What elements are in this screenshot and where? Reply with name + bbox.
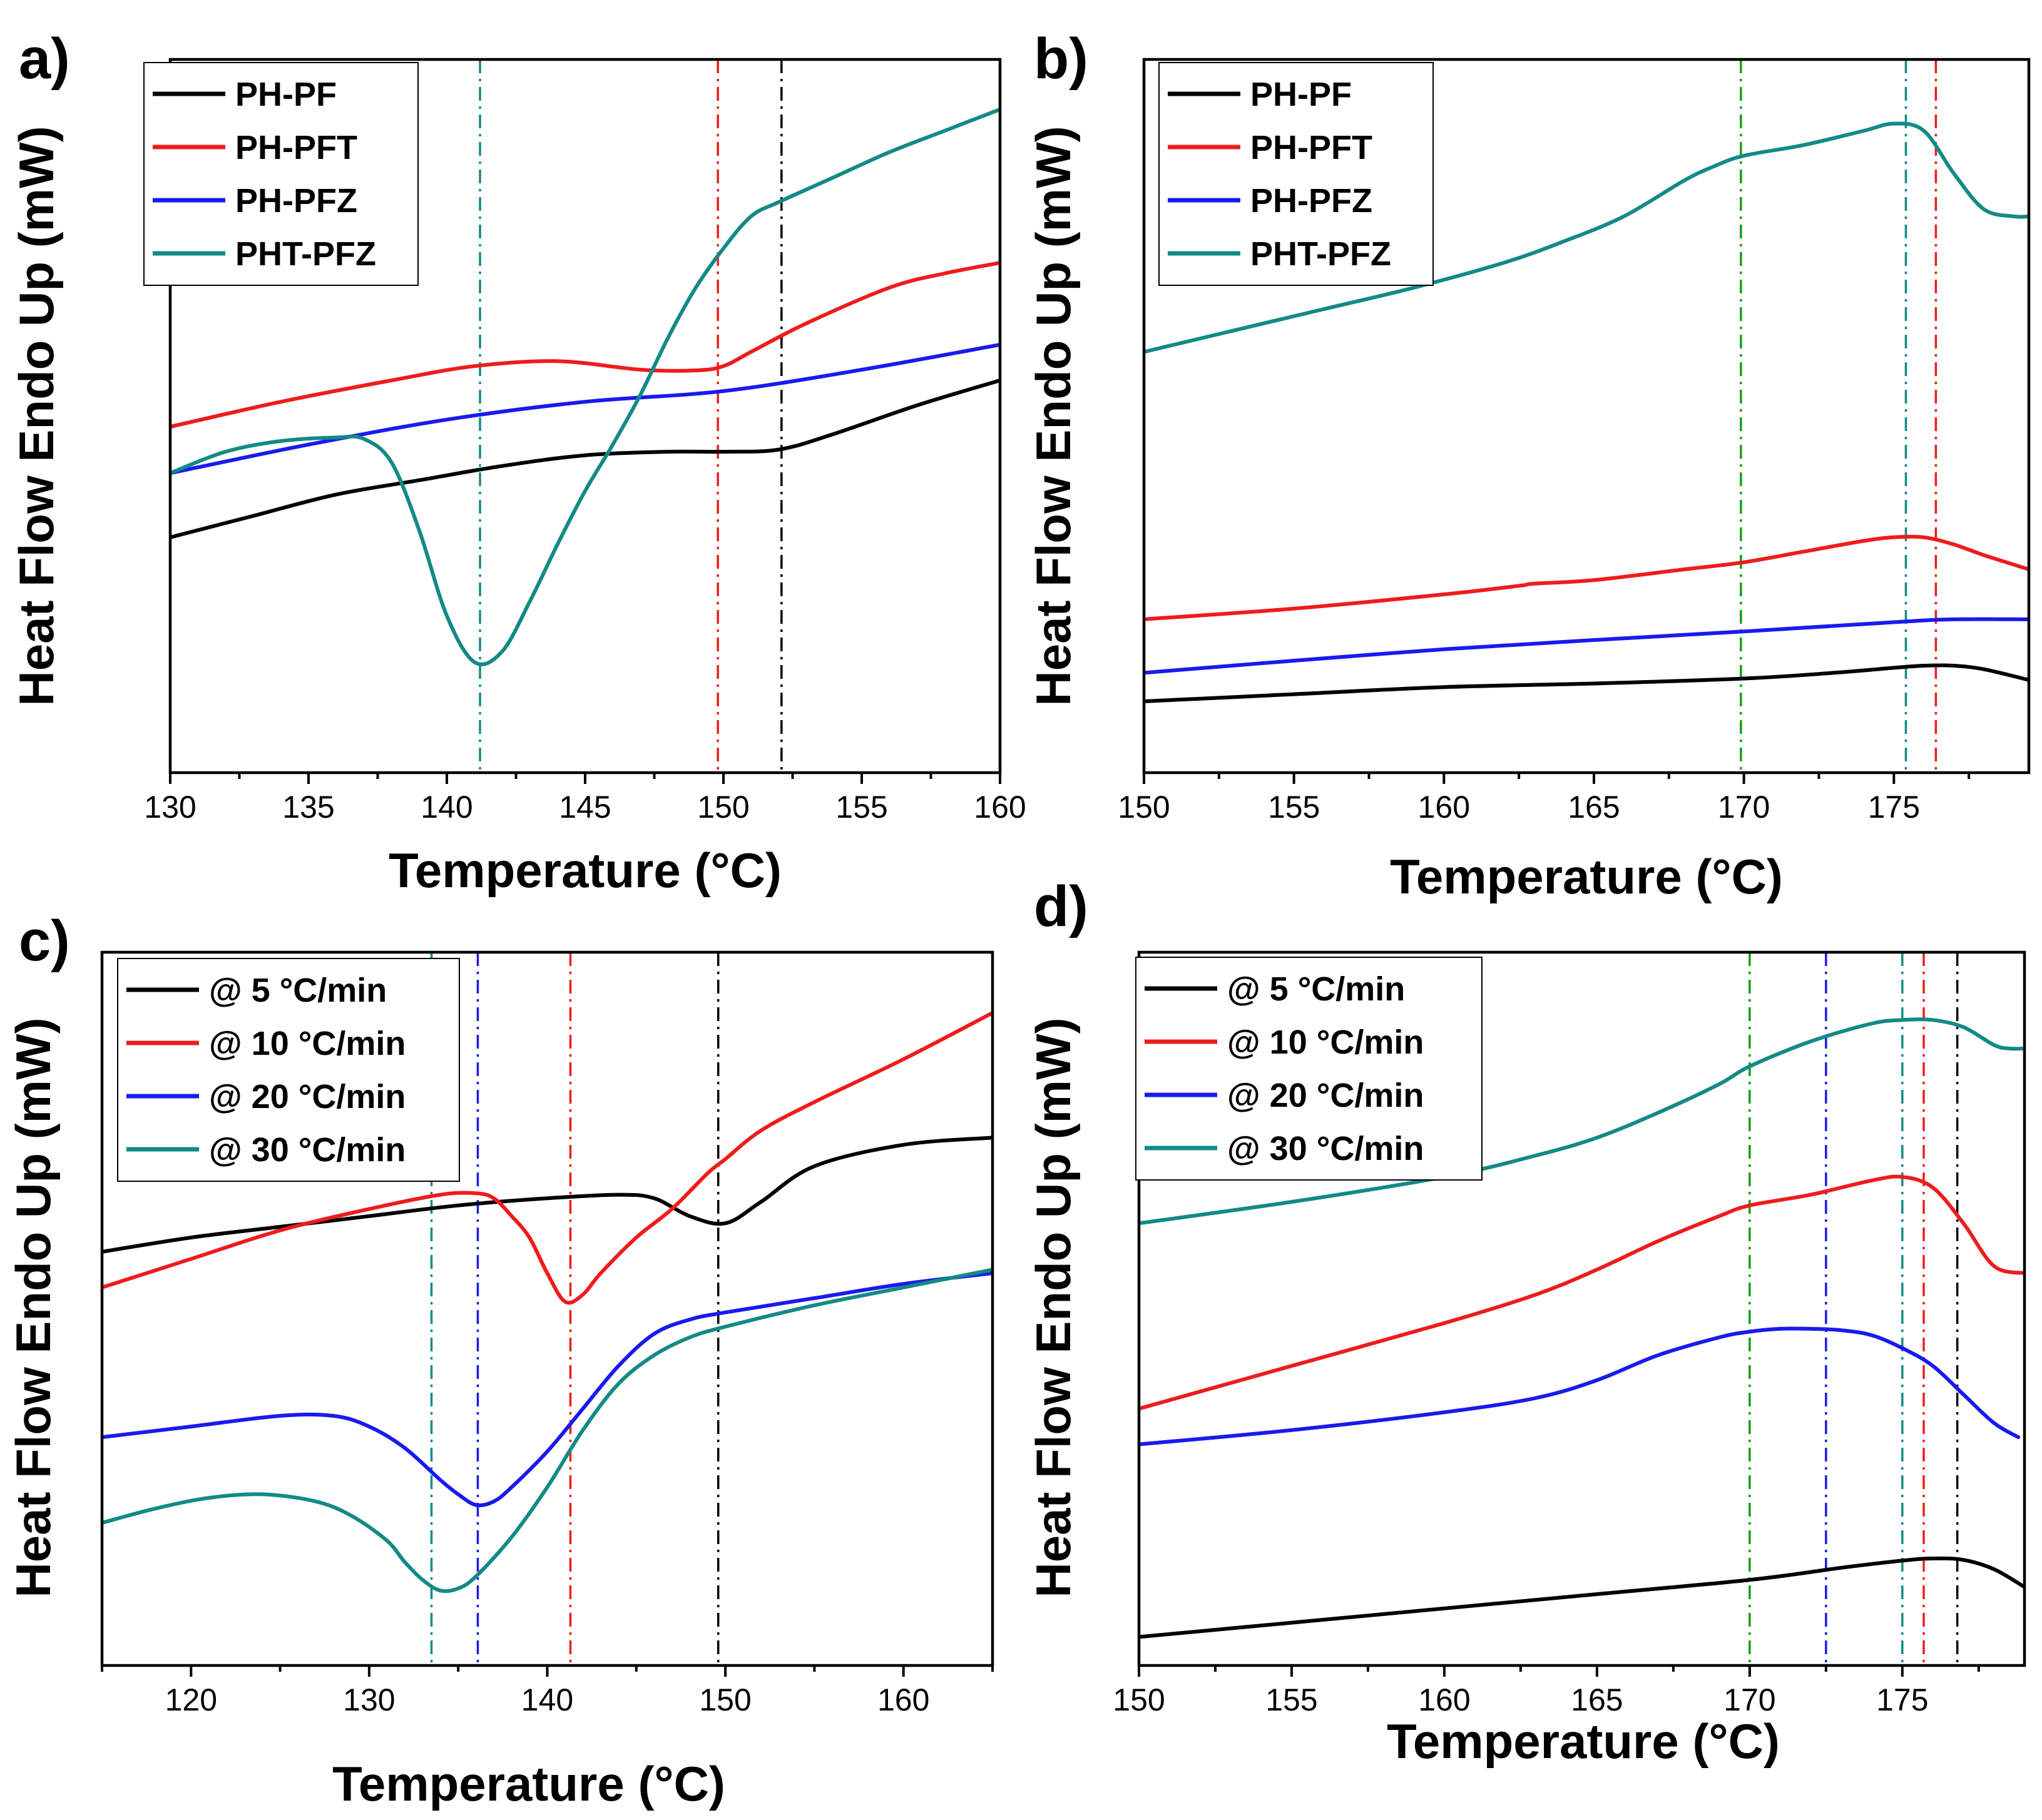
x-tick-label: 150: [697, 790, 749, 825]
series-line: [1144, 534, 2029, 621]
series-line: [102, 1271, 993, 1508]
x-tick-label: 130: [343, 1682, 395, 1717]
panel-a: a) 130 135 140 145 150 155 160 Temperature (°C) H…: [9, 27, 1026, 898]
x-tick-label: 175: [1868, 790, 1920, 825]
legend-box: [117, 958, 460, 1182]
legend-label: PH-PFZ: [235, 182, 357, 220]
legend-box: [143, 62, 419, 286]
x-tick-label: 145: [559, 790, 611, 825]
legend-label: @ 10 °C/min: [1227, 1024, 1424, 1061]
legend-label: PH-PFZ: [1250, 182, 1372, 220]
panel-c: c) 120 130 140 150 160 Temperature (°C) Heat Fl…: [6, 909, 994, 1811]
x-tick-label: 165: [1568, 790, 1620, 825]
x-tick-label: 130: [144, 790, 196, 825]
series-line: [1144, 663, 2029, 703]
x-axis-title: Temperature (°C): [1390, 849, 1783, 904]
panel-label: b): [1034, 27, 1088, 91]
panel-d: d) 150 155 160 165 170 175 Temperature (°C) Heat…: [1026, 875, 2026, 1769]
legend-label: PHT-PFZ: [1250, 235, 1391, 273]
y-axis-title: Heat Flow Endo Up (mW): [1026, 126, 1081, 706]
x-tick-label: 120: [165, 1682, 217, 1717]
legend-label: PHT-PFZ: [235, 235, 376, 273]
x-tick-label: 155: [1265, 1682, 1317, 1717]
x-tick-label: 135: [282, 790, 334, 825]
series-line: [170, 379, 1000, 539]
x-tick-label: 165: [1571, 1682, 1623, 1717]
legend-label: PH-PF: [1250, 76, 1352, 113]
panel-label: d): [1034, 875, 1088, 938]
x-tick-label: 155: [835, 790, 887, 825]
plot-frame: [1142, 58, 2031, 775]
x-tick-label: 160: [877, 1682, 929, 1717]
legend-label: PH-PF: [235, 76, 337, 113]
y-axis-title: Heat Flow Endo Up (mW): [6, 1017, 61, 1597]
plot-frame: [1137, 950, 2026, 1667]
legend-box: [1135, 957, 1483, 1181]
x-tick-label: 160: [1418, 1682, 1470, 1717]
x-tick-label: 150: [1118, 790, 1170, 825]
legend-label: @ 5 °C/min: [209, 972, 387, 1009]
legend-label: @ 30 °C/min: [1227, 1130, 1424, 1167]
legend-box: [1158, 62, 1434, 286]
y-axis-title: Heat Flow Endo Up (mW): [9, 126, 64, 706]
x-tick-label: 155: [1268, 790, 1320, 825]
legend-label: @ 20 °C/min: [1227, 1077, 1424, 1114]
series-line: [1139, 1326, 2021, 1446]
x-axis-title: Temperature (°C): [389, 843, 782, 898]
x-axis-title: Temperature (°C): [1387, 1714, 1780, 1769]
series-line: [102, 1136, 993, 1254]
x-tick-label: 140: [421, 790, 472, 825]
x-tick-label: 140: [521, 1682, 573, 1717]
x-tick-label: 160: [1418, 790, 1470, 825]
series-line: [170, 260, 1000, 429]
legend-label: @ 10 °C/min: [209, 1025, 406, 1062]
series-line: [1139, 1174, 2024, 1411]
x-tick-label: 170: [1718, 790, 1770, 825]
y-axis-title: Heat Flow Endo Up (mW): [1026, 1017, 1081, 1597]
series-line: [1144, 617, 2029, 675]
series-line: [170, 107, 1000, 666]
legend-label: @ 30 °C/min: [209, 1131, 406, 1169]
legend-label: PH-PFT: [235, 129, 357, 166]
series-line: [1139, 1556, 2024, 1639]
x-axis-title: Temperature (°C): [332, 1756, 725, 1811]
x-tick-label: 175: [1876, 1682, 1928, 1717]
x-tick-label: 170: [1723, 1682, 1775, 1717]
series-line: [1139, 1017, 2024, 1226]
x-tick-label: 150: [1113, 1682, 1165, 1717]
series-line: [170, 343, 1000, 475]
legend-label: @ 5 °C/min: [1227, 970, 1405, 1008]
series-line: [102, 1010, 993, 1305]
panel-label: a): [19, 27, 70, 91]
panel-b: b) 150 155 160 165 170 175 Temperature (°C) Heat…: [1026, 27, 2031, 904]
x-tick-label: 150: [699, 1682, 751, 1717]
series-line: [102, 1268, 993, 1594]
x-tick-label: 160: [974, 790, 1026, 825]
panel-label: c): [19, 909, 70, 973]
legend-label: @ 20 °C/min: [209, 1078, 406, 1116]
series-line: [1144, 121, 2029, 354]
legend-label: PH-PFT: [1250, 129, 1372, 166]
